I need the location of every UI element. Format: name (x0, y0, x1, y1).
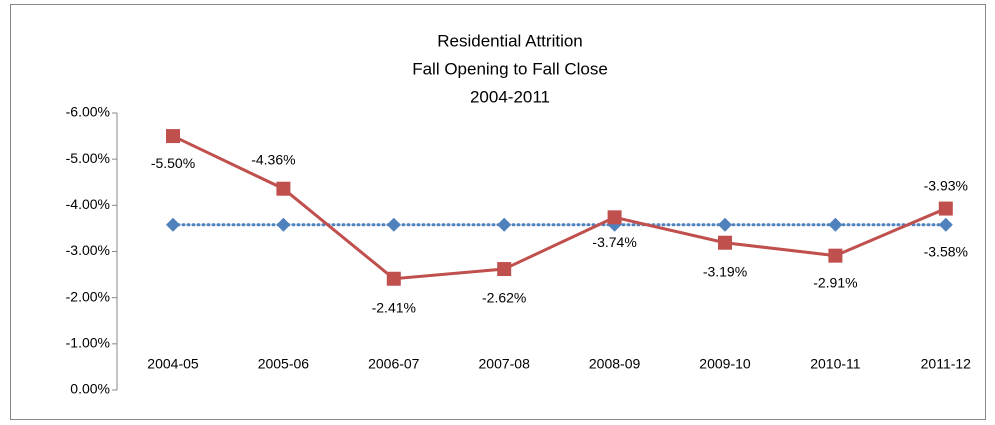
chart-title: Fall Opening to Fall Close (412, 59, 608, 78)
chart-title: 2004-2011 (470, 87, 550, 106)
x-tick-label: 2005-06 (258, 356, 310, 372)
marker (497, 217, 512, 232)
data-label: -3.58% (924, 243, 968, 259)
marker (718, 235, 732, 250)
x-tick-label: 2004-05 (147, 356, 199, 372)
y-tick-label: 0.00% (70, 381, 110, 397)
x-tick-label: 2010-11 (810, 356, 861, 372)
data-label: -2.41% (372, 299, 416, 315)
marker (276, 217, 291, 232)
y-tick-label: -6.00% (66, 104, 110, 120)
marker (166, 217, 180, 232)
marker (718, 217, 732, 232)
y-tick-label: -1.00% (66, 335, 110, 351)
marker (386, 271, 401, 286)
y-tick-label: -4.00% (66, 196, 110, 212)
data-label: -4.36% (251, 151, 295, 167)
data-label: -5.50% (151, 155, 195, 171)
data-label: -2.91% (813, 274, 857, 290)
x-tick-label: 2011-12 (921, 356, 972, 372)
marker (386, 217, 401, 232)
data-label: -3.19% (703, 263, 747, 279)
y-tick-label: -3.00% (66, 242, 110, 258)
chart-title: Residential Attrition (437, 31, 583, 50)
marker (938, 217, 953, 232)
marker (276, 181, 291, 196)
marker (828, 217, 843, 232)
chart-border (10, 4, 986, 420)
y-tick-label: -5.00% (66, 150, 110, 166)
marker (497, 262, 512, 277)
marker (938, 201, 953, 216)
data-label: -3.74% (592, 234, 636, 250)
x-tick-label: 2009-10 (699, 356, 751, 372)
marker (828, 248, 843, 263)
y-tick-label: -2.00% (66, 288, 110, 304)
data-label: -3.93% (924, 177, 968, 193)
x-tick-label: 2006-07 (368, 356, 420, 372)
x-tick-label: 2007-08 (479, 356, 531, 372)
x-tick-label: 2008-09 (589, 356, 641, 372)
data-label: -2.62% (482, 290, 526, 306)
series-line (172, 134, 947, 281)
marker (166, 129, 180, 144)
marker (607, 210, 622, 225)
